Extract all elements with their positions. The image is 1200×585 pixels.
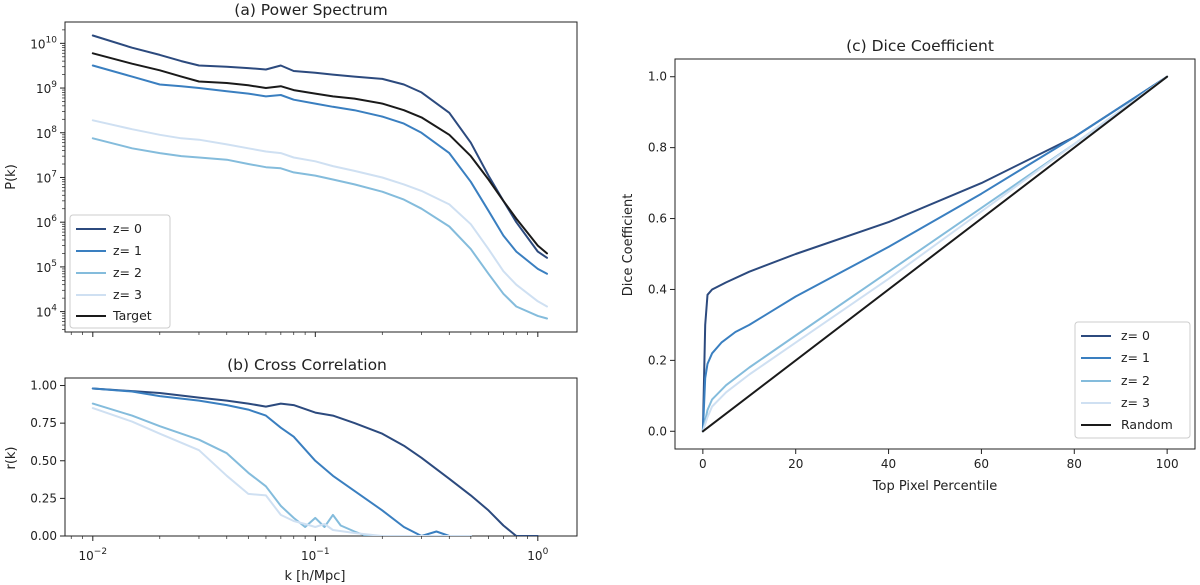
power-spectrum-legend-box	[69, 214, 171, 329]
dice-coefficient-plot-area	[674, 58, 1196, 450]
x-tick-label: 60	[974, 457, 989, 471]
y-tick-label: 0.6	[648, 212, 667, 226]
cross-correlation-series-z-1	[91, 387, 472, 536]
y-tick-label: 107	[36, 169, 57, 185]
legend-label-z3: z= 3	[113, 287, 142, 302]
legend-label-z2: z= 2	[113, 265, 142, 280]
dice-legend-label-random: Random	[1121, 417, 1173, 432]
y-tick-label: 0.50	[30, 454, 57, 468]
x-tick-label: 10−1	[301, 547, 330, 563]
x-tick-label: 10−2	[79, 547, 108, 563]
cross-correlation-series-z-0	[91, 387, 539, 536]
dice-coefficient-legend: z= 0 z= 1 z= 2 z= 3 Random	[1074, 321, 1191, 439]
power-spectrum-series-z-1	[91, 64, 548, 275]
x-tick-label: 100	[527, 547, 548, 563]
dice-coefficient-series-z-3	[701, 75, 1169, 433]
dice-legend-label-z2: z= 2	[1121, 373, 1150, 388]
dice-legend-label-z3: z= 3	[1121, 395, 1150, 410]
dice-coefficient-ticks: 0 20 40 60 80 100 0.0 0.2 0.4 0.6 0.8 1.0	[648, 70, 1179, 471]
y-tick-label: 0.25	[30, 491, 57, 505]
power-spectrum-series-z-3	[91, 119, 548, 308]
dice-coefficient-xlabel: Top Pixel Percentile	[872, 479, 997, 494]
power-spectrum-y-ticks: 104 105 106 107 108 109 1010	[30, 29, 539, 337]
power-spectrum-ylabel: P(k)	[4, 164, 19, 190]
dice-legend-label-z1: z= 1	[1121, 350, 1150, 365]
y-tick-label: 0.8	[648, 141, 667, 155]
y-tick-label: 105	[36, 259, 57, 275]
x-tick-label: 0	[699, 457, 707, 471]
x-tick-label: 40	[881, 457, 896, 471]
y-tick-label: 0.2	[648, 353, 667, 367]
cross-correlation-series-z-2	[91, 402, 472, 536]
y-tick-label: 0.75	[30, 416, 57, 430]
cross-correlation-series-z-3	[91, 407, 472, 536]
power-spectrum-legend: z= 0 z= 1 z= 2 z= 3 Target	[69, 214, 171, 329]
cross-correlation-panel: (b) Cross Correlation 10−2 10−1 100 0.00 0.2…	[4, 356, 578, 584]
y-tick-label: 108	[36, 125, 57, 141]
cross-correlation-ticks: 10−2 10−1 100 0.00 0.25 0.50 0.75 1.00	[30, 379, 548, 563]
power-spectrum-series-z-2	[91, 137, 548, 320]
power-spectrum-panel: (a) Power Spectrum 104 105 106 107 108 109 101…	[4, 1, 578, 337]
power-spectrum-title: (a) Power Spectrum	[234, 1, 387, 19]
x-tick-label: 100	[1156, 457, 1179, 471]
legend-label-target: Target	[112, 308, 152, 323]
x-tick-label: 80	[1067, 457, 1082, 471]
y-tick-label: 1.00	[30, 379, 57, 393]
cross-correlation-ylabel: r(k)	[4, 446, 19, 469]
dice-coefficient-series-z-2	[701, 75, 1169, 433]
dice-coefficient-ylabel: Dice Coefficient	[621, 194, 636, 297]
y-tick-label: 0.00	[30, 529, 57, 543]
cross-correlation-series	[91, 387, 539, 536]
cross-correlation-xlabel: k [h/Mpc]	[284, 569, 345, 584]
y-tick-label: 1010	[30, 35, 57, 51]
power-spectrum-series-z-0	[91, 34, 548, 259]
dice-legend-label-z0: z= 0	[1121, 328, 1150, 343]
dice-coefficient-series	[701, 75, 1169, 433]
legend-label-z0: z= 0	[113, 221, 142, 236]
dice-coefficient-title: (c) Dice Coefficient	[846, 37, 994, 55]
y-tick-label: 109	[36, 80, 57, 96]
y-tick-label: 0.0	[648, 424, 667, 438]
power-spectrum-series-target	[91, 52, 548, 255]
y-tick-label: 104	[36, 304, 57, 320]
dice-coefficient-series-z-0	[701, 75, 1169, 433]
legend-label-z1: z= 1	[113, 243, 142, 258]
power-spectrum-series	[91, 34, 548, 320]
cross-correlation-title: (b) Cross Correlation	[227, 356, 387, 374]
dice-coefficient-legend-box	[1074, 321, 1191, 439]
y-tick-label: 0.4	[648, 282, 667, 296]
cross-correlation-plot-area	[64, 377, 578, 537]
y-tick-label: 106	[36, 214, 57, 230]
x-tick-label: 20	[788, 457, 803, 471]
dice-coefficient-series-z-1	[701, 75, 1169, 433]
y-tick-label: 1.0	[648, 70, 667, 84]
dice-coefficient-panel: (c) Dice Coefficient 0 20 40 60 80 1000.00.20…	[621, 37, 1196, 494]
dice-coefficient-series-random	[701, 75, 1169, 433]
